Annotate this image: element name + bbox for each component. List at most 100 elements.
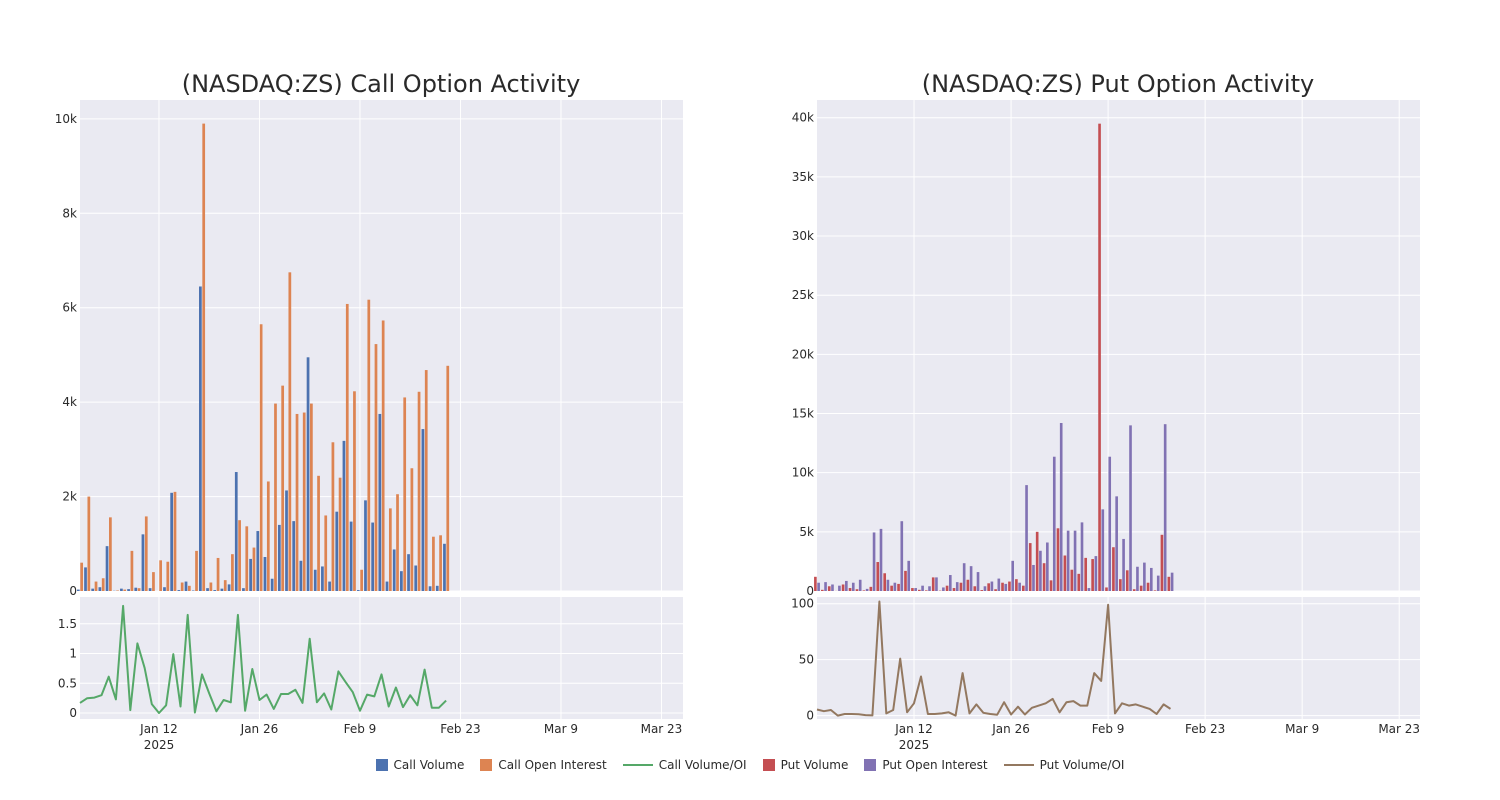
open-interest-bar	[288, 272, 292, 591]
volume-bar	[1132, 589, 1136, 591]
open-interest-bar	[324, 515, 328, 591]
open-interest-bar	[1087, 588, 1091, 591]
open-interest-bar	[914, 588, 917, 591]
chart-title: (NASDAQ:ZS) Put Option Activity	[922, 70, 1314, 98]
y-tick-label: 4k	[62, 395, 77, 409]
x-tick-label: Mar 23	[1378, 722, 1420, 736]
open-interest-bar	[962, 563, 966, 591]
volume-bar	[1070, 569, 1074, 591]
volume-bar	[335, 511, 339, 591]
open-interest-bar	[831, 584, 834, 591]
y-tick-label: 1.5	[58, 617, 77, 631]
volume-bar	[91, 588, 95, 591]
x-tick-label: Mar 9	[1285, 722, 1319, 736]
open-interest-bar	[1156, 575, 1160, 591]
open-interest-bar	[417, 391, 421, 591]
open-interest-bar	[858, 579, 862, 591]
y-tick-label: 10k	[792, 466, 814, 480]
open-interest-bar	[1122, 538, 1125, 591]
volume-bar	[1049, 580, 1053, 591]
open-interest-bar	[195, 550, 198, 591]
open-interest-bar	[948, 575, 952, 591]
volume-bar	[1035, 531, 1039, 591]
open-interest-bar	[109, 517, 112, 591]
open-interest-bar	[845, 580, 848, 591]
volume-bar	[1063, 555, 1067, 591]
x-tick-label: 2025	[899, 738, 930, 752]
y-tick-label: 0.5	[58, 676, 77, 690]
volume-bar	[883, 573, 887, 591]
open-interest-bar	[935, 577, 938, 591]
open-interest-bar	[1032, 564, 1035, 591]
open-interest-bar	[374, 344, 378, 591]
open-interest-bar	[87, 496, 91, 591]
open-interest-bar	[317, 475, 320, 591]
put-option-chart: (NASDAQ:ZS) Put Option Activity 0 5k 10k 15k…	[791, 70, 1420, 752]
open-interest-bar	[969, 566, 973, 591]
volume-bar	[1160, 534, 1164, 591]
open-interest-bar	[187, 585, 191, 591]
open-interest-bar	[1066, 530, 1070, 591]
volume-bar	[890, 585, 893, 591]
legend-label: Call Open Interest	[498, 758, 607, 772]
volume-bar	[414, 565, 418, 591]
open-interest-bar	[432, 536, 435, 591]
legend-label: Put Volume	[780, 758, 849, 772]
open-interest-bar	[180, 582, 184, 591]
open-interest-bar	[274, 403, 277, 591]
x-tick-label: 2025	[144, 738, 175, 752]
bottom-panel-background	[80, 597, 683, 719]
open-interest-bar	[851, 582, 855, 591]
x-tick-label: Mar 9	[544, 722, 578, 736]
volume-bar	[206, 588, 209, 591]
volume-bar	[1167, 576, 1171, 591]
open-interest-bar	[266, 481, 270, 591]
bottom-panel-background	[817, 597, 1420, 719]
top-panel-background	[817, 100, 1420, 591]
y-tick-label: 50	[799, 653, 814, 667]
open-interest-bar	[1039, 550, 1042, 591]
volume-bar	[1056, 528, 1060, 591]
volume-bar	[170, 492, 174, 591]
volume-bar	[1008, 581, 1011, 591]
open-interest-bar	[123, 589, 127, 591]
open-interest-bar	[381, 320, 385, 591]
open-interest-bar	[209, 582, 213, 591]
volume-bar	[959, 582, 963, 591]
open-interest-bar	[942, 587, 945, 591]
open-interest-bar	[1163, 424, 1167, 591]
open-interest-bar	[424, 370, 428, 591]
volume-bar	[814, 576, 817, 591]
volume-bar	[299, 560, 303, 591]
legend-label: Put Volume/OI	[1039, 758, 1125, 772]
volume-bar	[98, 587, 102, 591]
chart-legend: Call Volume Call Open Interest Call Volu…	[0, 758, 1500, 772]
volume-oi-ratio-line	[79, 604, 447, 714]
open-interest-bar	[1046, 542, 1049, 591]
volume-bar	[945, 585, 949, 591]
open-interest-bar	[173, 491, 177, 591]
volume-bar	[199, 286, 202, 591]
volume-bar	[321, 566, 324, 591]
legend-item-put-volume: Put Volume	[762, 758, 849, 772]
volume-bar	[987, 583, 990, 591]
y-tick-label: 0	[806, 584, 814, 598]
volume-bar	[378, 413, 382, 591]
x-tick-label: Feb 23	[440, 722, 480, 736]
volume-bar	[443, 543, 446, 591]
open-interest-bar	[1149, 567, 1153, 591]
volume-bar	[1153, 590, 1157, 591]
open-interest-bar	[338, 477, 342, 591]
volume-bar	[1125, 570, 1129, 591]
x-tick-label: Mar 23	[641, 722, 683, 736]
open-interest-bar	[353, 391, 356, 591]
open-interest-bar	[80, 562, 84, 591]
volume-bar	[342, 440, 346, 591]
open-interest-bar	[310, 403, 313, 591]
open-interest-bar	[1094, 556, 1098, 591]
volume-bar	[435, 585, 439, 591]
open-interest-bar	[1136, 566, 1139, 591]
legend-item-call-open-interest: Call Open Interest	[480, 758, 607, 772]
volume-bar	[313, 569, 317, 591]
y-tick-label: 30k	[792, 229, 814, 243]
